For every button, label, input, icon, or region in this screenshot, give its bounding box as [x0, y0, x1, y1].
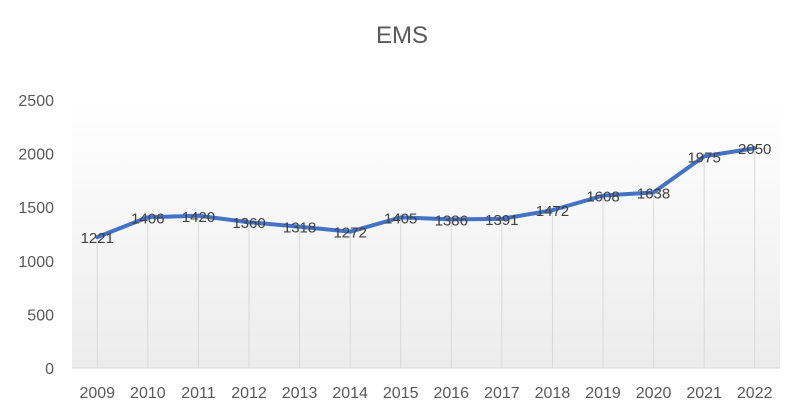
- data-label: 1638: [637, 185, 670, 202]
- data-labels: 1221 1406 1420 1360 1318 1272 1405 1386 1391 1472…: [81, 141, 772, 247]
- data-label: 1975: [687, 149, 720, 166]
- x-tick-label: 2021: [686, 385, 722, 402]
- y-tick-label: 1000: [18, 254, 54, 271]
- plot-area: [72, 100, 780, 368]
- data-label: 2050: [738, 141, 771, 158]
- x-tick-label: 2019: [585, 385, 621, 402]
- data-label: 1472: [536, 203, 569, 220]
- data-label: 1386: [435, 212, 468, 229]
- data-label: 1272: [333, 225, 366, 242]
- series-line-group: [95, 146, 757, 240]
- drop-lines: [96, 148, 756, 368]
- x-tick-label: 2016: [433, 385, 469, 402]
- x-tick-label: 2014: [332, 385, 368, 402]
- y-tick-label: 1500: [18, 200, 54, 217]
- series-line: [95, 146, 757, 240]
- data-label: 1406: [131, 210, 164, 227]
- y-tick-label: 2500: [18, 93, 54, 110]
- x-tick-label: 2020: [636, 385, 672, 402]
- x-tick-label: 2009: [79, 385, 115, 402]
- data-label: 1318: [283, 220, 316, 237]
- data-label: 1608: [586, 189, 619, 206]
- data-label: 1221: [81, 230, 114, 247]
- x-tick-label: 2022: [737, 385, 773, 402]
- chart-title: EMS: [375, 22, 428, 49]
- x-tick-label: 2013: [282, 385, 318, 402]
- x-tick-label: 2015: [383, 385, 419, 402]
- x-tick-label: 2017: [484, 385, 520, 402]
- data-label: 1360: [232, 215, 265, 232]
- x-tick-label: 2018: [535, 385, 571, 402]
- y-tick-label: 0: [45, 361, 54, 378]
- x-tick-label: 2011: [181, 385, 216, 402]
- y-axis-ticks: 0 500 1000 1500 2000 2500: [18, 93, 54, 378]
- y-tick-label: 500: [27, 307, 54, 324]
- data-label: 1420: [182, 209, 215, 226]
- x-axis-ticks: 2009 2010 2011 2012 2013 2014 2015 2016 2017 2018…: [79, 385, 772, 402]
- x-tick-label: 2012: [231, 385, 267, 402]
- data-label: 1391: [485, 212, 518, 229]
- x-tick-label: 2010: [130, 385, 166, 402]
- y-tick-label: 2000: [18, 147, 54, 164]
- data-label: 1405: [384, 210, 417, 227]
